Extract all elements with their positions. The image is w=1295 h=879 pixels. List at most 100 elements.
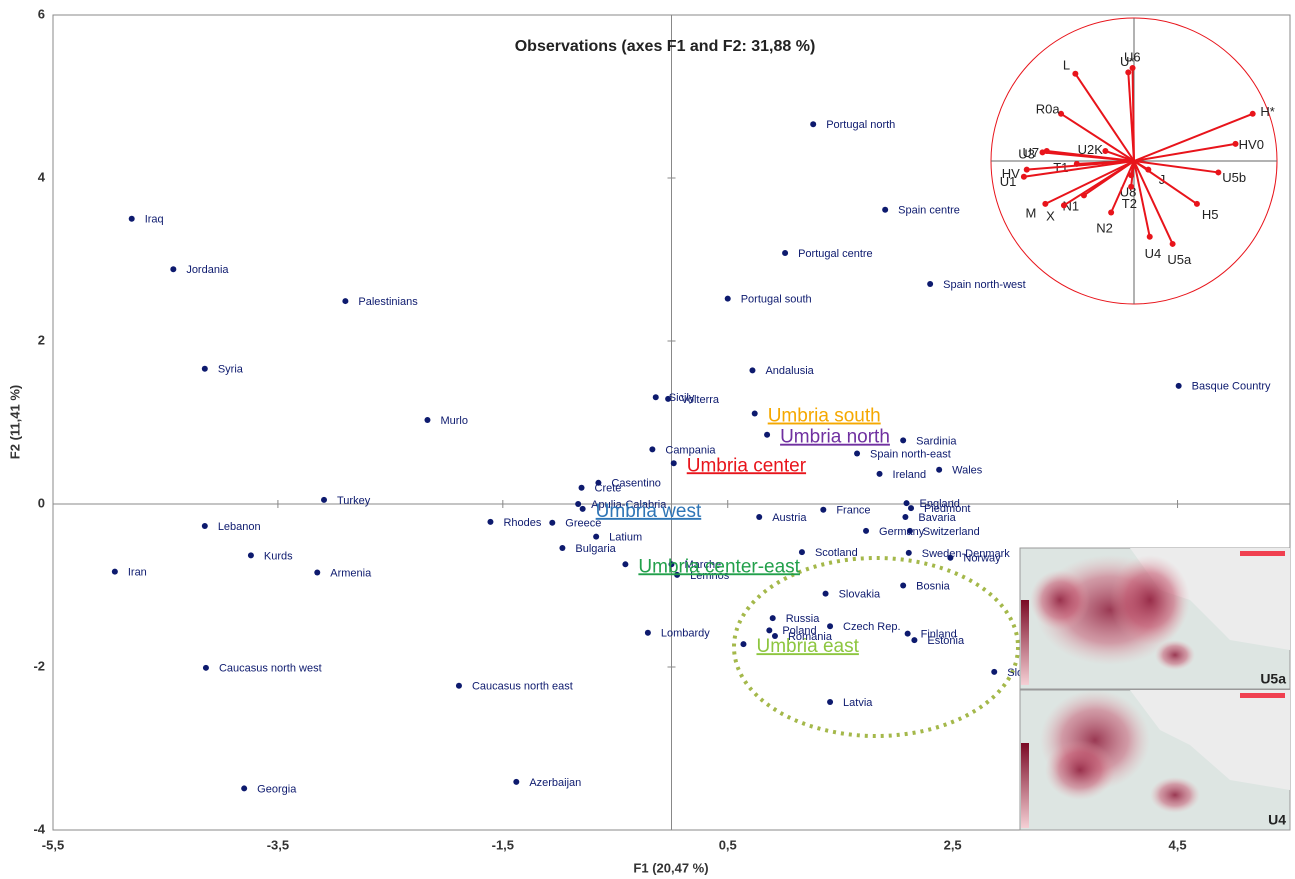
point-label: Kurds <box>264 550 293 562</box>
loading-label: U1 <box>1000 174 1017 189</box>
point <box>549 520 555 526</box>
point <box>877 471 883 477</box>
point-label: Basque Country <box>1192 381 1271 393</box>
loading-label: M <box>1026 205 1037 220</box>
loading-point <box>1125 69 1131 75</box>
loading-point <box>1102 148 1108 154</box>
highlight-point <box>580 506 586 512</box>
point-label: Bosnia <box>916 580 951 592</box>
point-label: Lebanon <box>218 521 261 533</box>
point <box>653 394 659 400</box>
point-label: Turkey <box>337 495 371 507</box>
point-label: Estonia <box>927 635 965 647</box>
loading-label: U* <box>1120 54 1134 69</box>
point <box>665 396 671 402</box>
point-label: Caucasus north east <box>472 681 573 693</box>
point <box>799 549 805 555</box>
x-tick-label: -3,5 <box>267 837 289 852</box>
point-label: Austria <box>772 512 807 524</box>
point-label: Latium <box>609 532 642 544</box>
point <box>820 507 826 513</box>
point-label: Georgia <box>257 783 297 795</box>
point-label: Portugal north <box>826 119 895 131</box>
highlight-point <box>622 561 628 567</box>
point <box>575 501 581 507</box>
point <box>854 450 860 456</box>
point-label: Rhodes <box>503 517 541 529</box>
loading-point <box>1215 169 1221 175</box>
point-label: Norway <box>963 553 1001 565</box>
point <box>579 485 585 491</box>
loading-label: X <box>1046 208 1055 223</box>
point <box>487 519 493 525</box>
point-label: Ireland <box>893 469 927 481</box>
point-label: Bulgaria <box>575 543 616 555</box>
x-axis-label: F1 (20,47 %) <box>633 860 708 875</box>
point-label: Spain centre <box>898 205 960 217</box>
loading-point <box>1250 111 1256 117</box>
loading-point <box>1233 141 1239 147</box>
highlight-label: Umbria center-east <box>638 556 800 577</box>
point <box>513 779 519 785</box>
y-tick-label: 6 <box>38 6 45 21</box>
point-label: Switzerland <box>923 526 980 538</box>
loading-label: H5 <box>1202 207 1219 222</box>
point-label: Russia <box>786 613 821 625</box>
map-inset <box>1020 548 1290 830</box>
x-tick-label: 4,5 <box>1169 837 1187 852</box>
point <box>906 550 912 556</box>
point <box>595 480 601 486</box>
point <box>782 250 788 256</box>
highlight-label: Umbria center <box>687 455 807 476</box>
highlight-point <box>764 432 770 438</box>
loading-label: R0a <box>1036 102 1061 117</box>
point <box>342 298 348 304</box>
point <box>314 569 320 575</box>
highlight-point <box>671 460 677 466</box>
loading-point <box>1170 241 1176 247</box>
x-tick-label: -5,5 <box>42 837 64 852</box>
point <box>936 467 942 473</box>
highlight-label: Umbria north <box>780 427 890 448</box>
loading-point <box>1021 174 1027 180</box>
point <box>725 296 731 302</box>
point-label: Syria <box>218 364 244 376</box>
point-label: Wales <box>952 465 983 477</box>
loading-point <box>1128 184 1134 190</box>
point <box>810 121 816 127</box>
point-label: Jordania <box>186 264 229 276</box>
point <box>645 630 651 636</box>
x-tick-label: -1,5 <box>492 837 514 852</box>
point-label: Andalusia <box>765 365 814 377</box>
loading-point <box>1147 234 1153 240</box>
point <box>559 545 565 551</box>
point <box>202 366 208 372</box>
point-label: Lombardy <box>661 628 710 640</box>
x-tick-label: 0,5 <box>719 837 737 852</box>
point-label: Casentino <box>611 478 661 490</box>
point-label: Portugal south <box>741 294 812 306</box>
point <box>129 216 135 222</box>
point <box>321 497 327 503</box>
point <box>203 665 209 671</box>
point-label: Caucasus north west <box>219 663 322 675</box>
loading-point <box>1108 209 1114 215</box>
point <box>991 669 997 675</box>
point-label: Bavaria <box>918 512 956 524</box>
loading-label: N2 <box>1096 221 1113 236</box>
point <box>823 591 829 597</box>
point-label: Sardinia <box>916 435 957 447</box>
loading-label: T2 <box>1122 196 1137 211</box>
point-label: Scotland <box>815 547 858 559</box>
point <box>863 528 869 534</box>
point <box>766 627 772 633</box>
point <box>900 583 906 589</box>
point-label: Spain north-east <box>870 448 951 460</box>
loading-label: L <box>1063 58 1070 73</box>
point <box>112 569 118 575</box>
highlight-label: Umbria west <box>596 501 702 522</box>
point-label: Armenia <box>330 567 372 579</box>
point <box>770 615 776 621</box>
loading-label: U5b <box>1222 170 1246 185</box>
map-label: U4 <box>1268 812 1286 828</box>
